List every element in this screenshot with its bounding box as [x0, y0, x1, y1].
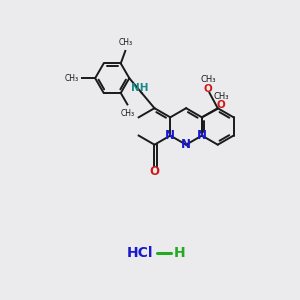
Text: CH₃: CH₃: [200, 75, 216, 84]
Text: CH₃: CH₃: [120, 109, 134, 118]
Text: O: O: [149, 165, 160, 178]
Text: O: O: [204, 84, 212, 94]
Text: N: N: [197, 129, 207, 142]
Text: N: N: [181, 138, 191, 151]
Text: CH₃: CH₃: [214, 92, 229, 100]
Text: O: O: [217, 100, 226, 110]
Text: H: H: [174, 246, 185, 260]
Text: CH₃: CH₃: [65, 74, 79, 83]
Text: HCl: HCl: [126, 246, 153, 260]
Text: CH₃: CH₃: [118, 38, 132, 47]
Text: NH: NH: [131, 83, 149, 93]
Text: N: N: [165, 129, 175, 142]
